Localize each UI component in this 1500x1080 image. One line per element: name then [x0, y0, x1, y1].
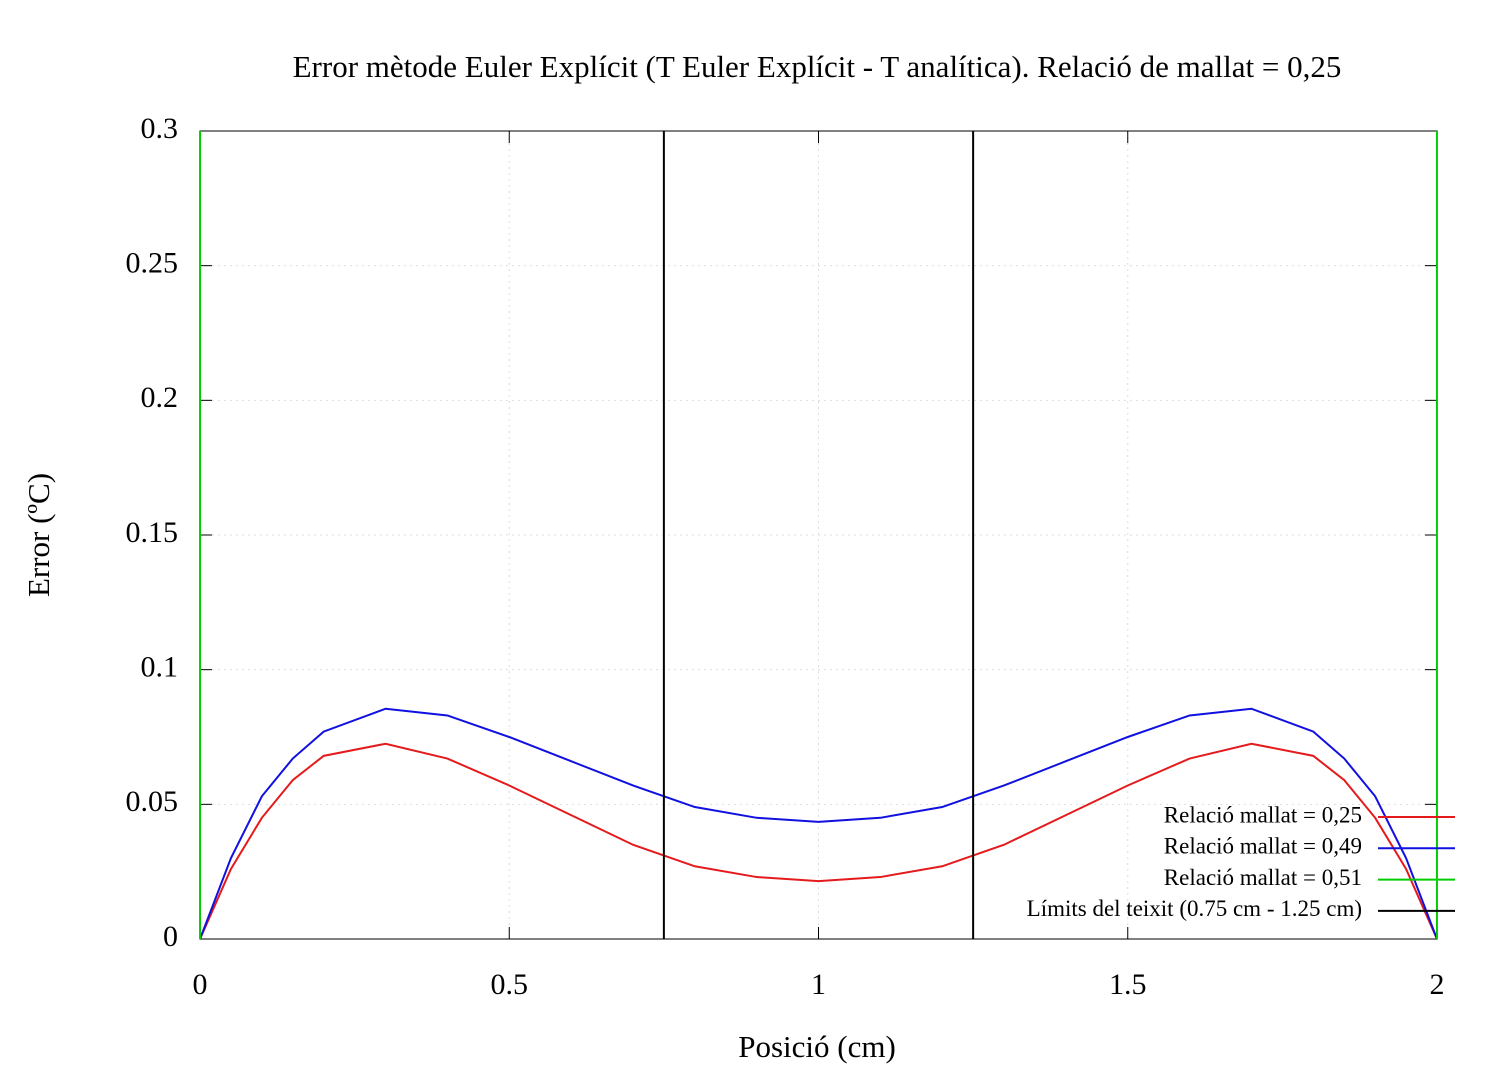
x-axis-label: Posició (cm) — [738, 1029, 896, 1064]
y-tick-label: 0.3 — [141, 112, 179, 145]
chart-title: Error mètode Euler Explícit (T Euler Exp… — [293, 49, 1342, 84]
x-tick-label: 0.5 — [491, 968, 529, 1001]
series-line — [200, 742, 1437, 939]
plot-area — [200, 131, 1437, 939]
y-tick-label: 0.1 — [141, 651, 179, 684]
legend-label: Límits del teixit (0.75 cm - 1.25 cm) — [1027, 896, 1362, 921]
series-line — [200, 707, 1437, 939]
x-tick-label: 1 — [811, 968, 826, 1001]
y-tick-label: 0.15 — [126, 516, 179, 549]
y-tick-label: 0.05 — [126, 785, 179, 818]
y-axis-label: Error (ºC) — [21, 473, 56, 597]
legend-label: Relació mallat = 0,51 — [1164, 865, 1362, 890]
legend-label: Relació mallat = 0,49 — [1164, 834, 1362, 859]
y-tick-label: 0.25 — [126, 247, 179, 280]
x-tick-label: 0 — [193, 968, 208, 1001]
y-tick-label: 0 — [163, 920, 178, 953]
legend-label: Relació mallat = 0,25 — [1164, 802, 1362, 827]
x-tick-label: 2 — [1430, 968, 1445, 1001]
x-tick-label: 1.5 — [1109, 968, 1147, 1001]
y-tick-label: 0.2 — [141, 381, 179, 414]
series-line — [662, 131, 975, 939]
